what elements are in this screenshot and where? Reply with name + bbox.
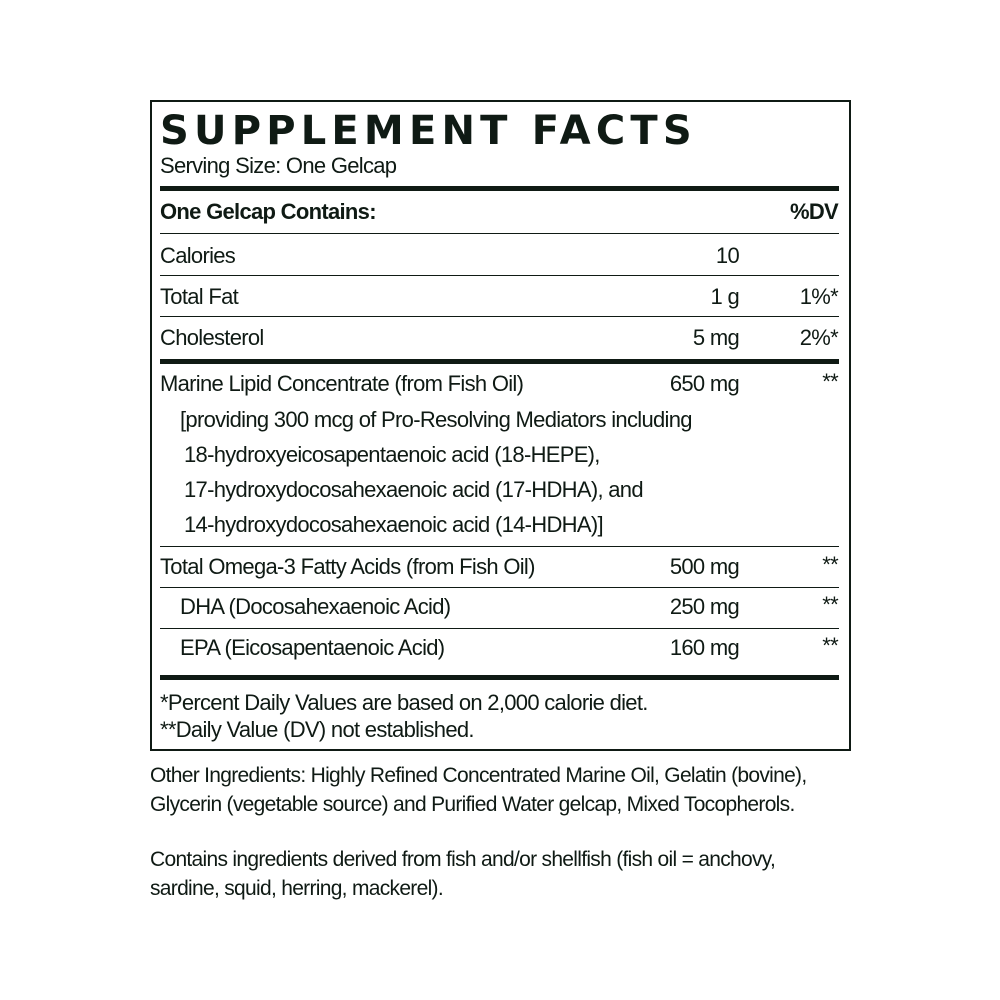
supplement-facts-panel: [150, 100, 851, 751]
nutrient-amount: 5 mg: [692, 325, 740, 350]
nutrient-amount: 650 mg: [669, 371, 740, 396]
other-ingredients: Other Ingredients: Highly Refined Concen…: [150, 764, 807, 787]
divider: [160, 546, 839, 547]
detail-line: 14-hydroxydocosahexaenoic acid (14-HDHA)…: [184, 512, 604, 537]
divider: [160, 587, 839, 588]
nutrient-name: Cholesterol: [160, 325, 264, 350]
nutrient-dv: **: [822, 633, 838, 658]
divider: [160, 233, 839, 234]
detail-line: [providing 300 mcg of Pro-Resolving Medi…: [180, 407, 692, 432]
nutrient-name: EPA (Eicosapentaenoic Acid): [180, 635, 445, 660]
footnote: *Percent Daily Values are based on 2,000…: [160, 690, 648, 715]
nutrient-amount: 1 g: [710, 284, 740, 309]
nutrient-dv: **: [822, 552, 838, 577]
other-ingredients: Glycerin (vegetable source) and Purified…: [150, 793, 795, 816]
contains-header: One Gelcap Contains:: [160, 199, 377, 224]
nutrient-amount: 160 mg: [669, 635, 740, 660]
nutrient-name: Total Omega-3 Fatty Acids (from Fish Oil…: [160, 554, 535, 579]
nutrient-dv: 2%*: [799, 325, 839, 350]
nutrient-name: Marine Lipid Concentrate (from Fish Oil): [160, 371, 524, 396]
allergen-statement: Contains ingredients derived from fish a…: [150, 848, 776, 871]
nutrient-name: Calories: [160, 243, 236, 268]
detail-line: 17-hydroxydocosahexaenoic acid (17-HDHA)…: [184, 477, 644, 502]
nutrient-amount: 10: [715, 243, 740, 268]
nutrient-dv: **: [822, 369, 838, 394]
serving-size: Serving Size: One Gelcap: [160, 153, 397, 178]
nutrient-amount: 250 mg: [669, 594, 740, 619]
divider: [160, 316, 839, 317]
divider: [160, 275, 839, 276]
divider-thick: [160, 186, 839, 191]
footnote: **Daily Value (DV) not established.: [160, 717, 475, 742]
nutrient-name: Total Fat: [160, 284, 239, 309]
allergen-statement: sardine, squid, herring, mackerel).: [150, 877, 444, 900]
nutrient-amount: 500 mg: [669, 554, 740, 579]
panel-title: SUPPLEMENT FACTS: [160, 108, 697, 154]
nutrient-name: DHA (Docosahexaenoic Acid): [180, 594, 451, 619]
nutrient-dv: **: [822, 592, 838, 617]
divider-thick: [160, 359, 839, 364]
divider-thick: [160, 675, 839, 680]
dv-header: %DV: [789, 199, 839, 224]
divider: [160, 628, 839, 629]
detail-line: 18-hydroxyeicosapentaenoic acid (18-HEPE…: [184, 442, 600, 467]
nutrient-dv: 1%*: [799, 284, 839, 309]
